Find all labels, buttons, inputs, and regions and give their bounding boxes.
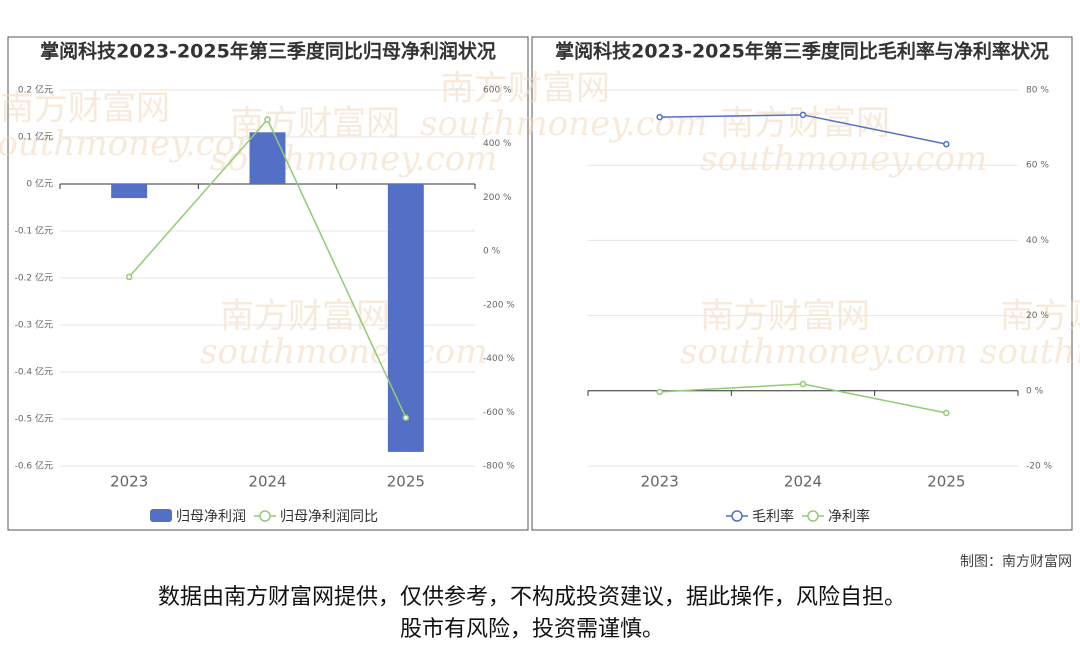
y2-tick-label: 60 % — [1026, 161, 1049, 171]
legend-label: 归母净利润同比 — [280, 508, 378, 525]
x-tick-label: 2025 — [927, 473, 965, 491]
x-tick-label: 2025 — [387, 473, 425, 491]
watermark: 南方财富网 — [700, 297, 870, 337]
y2-tick-label: 0 % — [1026, 386, 1044, 396]
y2-tick-label: 40 % — [1026, 236, 1049, 246]
credit: 制图：南方财富网 — [960, 553, 1072, 570]
watermark: 南方财富网 — [440, 69, 610, 109]
y2-tick-label: 200 % — [483, 193, 512, 203]
bar — [111, 184, 148, 199]
x-tick-label: 2024 — [784, 473, 822, 491]
watermark: 南方财富网 — [220, 297, 390, 337]
legend-label: 净利率 — [828, 508, 870, 525]
line-point — [943, 140, 950, 148]
panel-frame — [531, 36, 1073, 531]
line-point — [799, 111, 807, 119]
watermark: southmoney.com — [200, 332, 487, 372]
line-point — [943, 409, 950, 417]
x-tick-label: 2024 — [248, 473, 286, 491]
watermarks: 南方财富网southmoney.com南方财富网southmoney.com南方… — [0, 69, 1080, 373]
y-tick-label: 0 亿元 — [26, 178, 53, 190]
bar — [387, 184, 424, 452]
watermark: southmoney.com — [980, 332, 1080, 372]
line-point — [264, 116, 271, 123]
panel-frame — [7, 36, 529, 531]
legend-swatch — [807, 510, 819, 522]
y-tick-label: -0.5 亿元 — [15, 413, 53, 425]
bar — [249, 132, 286, 184]
y-tick-label: -0.1 亿元 — [15, 225, 53, 237]
y-tick-label: -0.3 亿元 — [15, 319, 53, 331]
y2-tick-label: 400 % — [483, 139, 512, 149]
line-point — [656, 113, 663, 121]
y-tick-label: 0.1 亿元 — [18, 131, 53, 143]
y2-tick-label: -200 % — [483, 300, 515, 310]
y2-tick-label: 0 % — [483, 247, 501, 257]
y-tick-label: 0.2 亿元 — [18, 84, 53, 96]
line — [659, 383, 947, 414]
watermark: 南方财富网 — [1000, 297, 1080, 337]
disclaimer: 股市有风险，投资需谨慎。 — [400, 617, 664, 642]
legend-swatch — [731, 510, 743, 522]
legend-label: 归母净利润 — [176, 508, 246, 525]
watermark: southmoney.com — [420, 104, 707, 144]
legend-swatch — [259, 510, 271, 522]
y2-tick-label: 20 % — [1026, 311, 1049, 321]
legend-label: 毛利率 — [752, 508, 794, 525]
y2-tick-label: 80 % — [1026, 86, 1049, 96]
y-tick-label: -0.2 亿元 — [15, 272, 53, 284]
y-tick-label: -0.6 亿元 — [15, 460, 53, 472]
disclaimer: 数据由南方财富网提供，仅供参考，不构成投资建议，据此操作，风险自担。 — [158, 585, 906, 610]
watermark: southmoney.com — [680, 332, 967, 372]
y2-tick-label: -400 % — [483, 354, 515, 364]
watermark: southmoney.com — [0, 124, 267, 164]
y2-tick-label: -600 % — [483, 408, 515, 418]
y2-tick-label: -20 % — [1026, 462, 1053, 472]
line-point — [125, 273, 133, 281]
watermark: 南方财富网 — [0, 89, 170, 129]
chart-title: 掌阅科技2023-2025年第三季度同比归母净利润状况 — [40, 40, 496, 63]
line-point — [799, 380, 807, 388]
y2-tick-label: 600 % — [483, 86, 512, 96]
watermark: 南方财富网 — [720, 104, 890, 144]
chart-title: 掌阅科技2023-2025年第三季度同比毛利率与净利率状况 — [555, 40, 1049, 63]
watermark: southmoney.com — [700, 139, 987, 179]
line-point — [402, 414, 410, 421]
y2-tick-label: -800 % — [483, 462, 515, 472]
line-point — [656, 388, 663, 396]
x-tick-label: 2023 — [110, 473, 148, 491]
y-tick-label: -0.4 亿元 — [15, 366, 53, 378]
x-tick-label: 2023 — [641, 473, 679, 491]
legend-swatch — [150, 509, 172, 522]
